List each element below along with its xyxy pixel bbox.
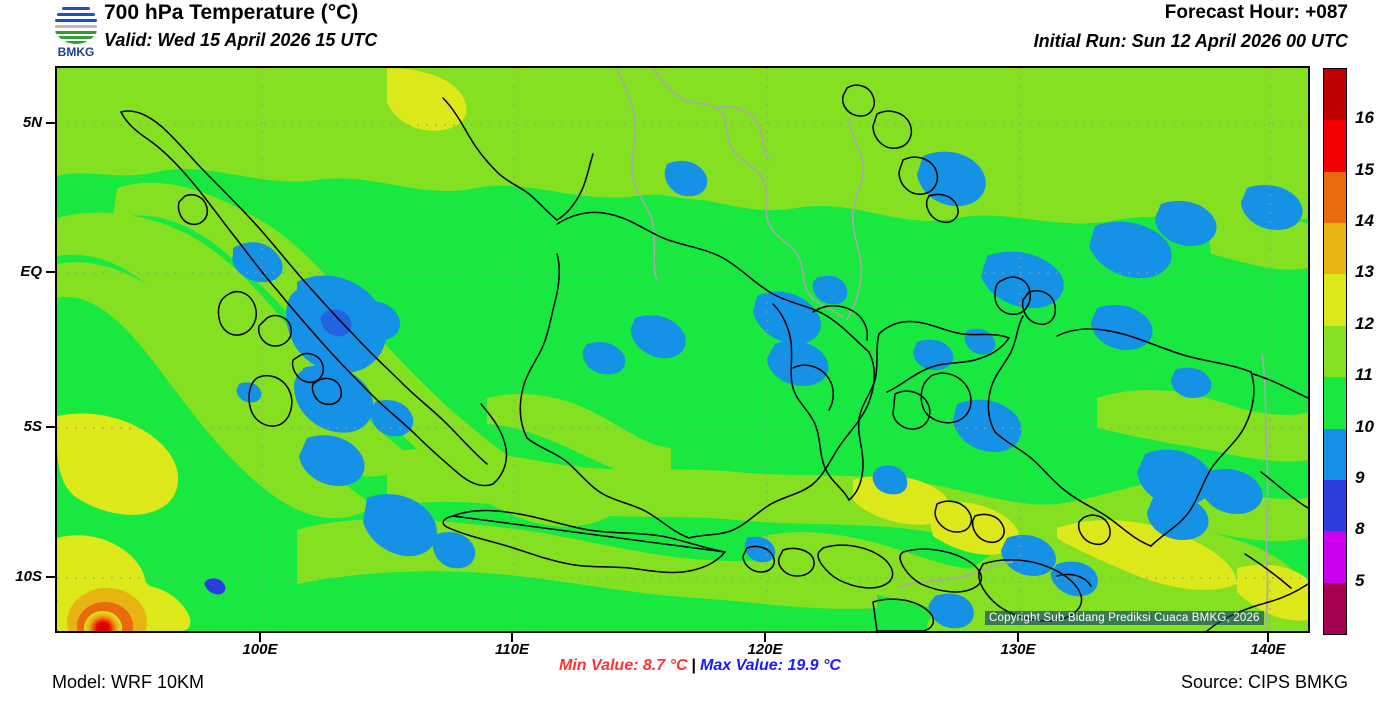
bmkg-logo-icon: BMKG <box>47 2 105 58</box>
min-value-label: Min Value: 8.7 °C <box>559 657 688 674</box>
colorbar-segment <box>1324 223 1346 275</box>
colorbar-tick-label: 9 <box>1355 467 1365 487</box>
source-label: Source: CIPS BMKG <box>1180 672 1348 692</box>
minmax-readout: Min Value: 8.7 °C | Max Value: 19.9 °C <box>0 657 1400 675</box>
lon-label-110e: 110E <box>495 641 529 658</box>
colorbar-tick-label: 10 <box>1355 416 1374 436</box>
colorbar-segment <box>1324 377 1346 429</box>
lon-label-100e: 100E <box>242 641 278 658</box>
colorbar-tick-label: 16 <box>1355 108 1374 128</box>
minmax-separator: | <box>691 657 696 674</box>
colorbar-tick-label: 13 <box>1355 262 1374 282</box>
lat-tick-eq <box>46 271 55 273</box>
logo-label: BMKG <box>57 45 95 59</box>
colorbar-segment <box>1324 582 1346 634</box>
lat-label-5s: 5S <box>23 418 42 435</box>
copyright-watermark: Copyright Sub Bidang Prediksi Cuaca BMKG… <box>985 611 1264 625</box>
valid-time-label: Valid: Wed 15 April 2026 15 UTC <box>104 30 378 50</box>
header-bar: BMKG 700 hPa Temperature (°C) Valid: Wed… <box>0 0 1400 60</box>
initial-run-label: Initial Run: Sun 12 April 2026 00 UTC <box>1033 31 1348 51</box>
forecast-map[interactable] <box>55 66 1310 633</box>
colorbar-tick-label: 12 <box>1355 313 1374 333</box>
colorbar[interactable] <box>1323 68 1347 635</box>
lat-tick-5s <box>46 426 55 428</box>
lon-tick-110e <box>511 633 513 642</box>
colorbar-segment <box>1324 274 1346 326</box>
lon-tick-130e <box>1017 633 1019 642</box>
lon-label-130e: 130E <box>1000 641 1036 658</box>
colorbar-segment <box>1324 428 1346 480</box>
colorbar-tick-label: 15 <box>1355 159 1374 179</box>
forecast-hour-label: Forecast Hour: +087 <box>1164 2 1348 23</box>
colorbar-segment <box>1324 171 1346 224</box>
lat-label-10s: 10S <box>15 568 42 585</box>
lon-label-140e: 140E <box>1250 641 1286 658</box>
page-title: 700 hPa Temperature (°C) <box>104 1 359 24</box>
colorbar-tick-label: 8 <box>1355 519 1365 539</box>
colorbar-segment <box>1324 120 1346 172</box>
max-value-label: Max Value: 19.9 °C <box>700 657 841 674</box>
colorbar-tick-label: 14 <box>1355 211 1374 231</box>
lon-tick-140e <box>1267 633 1269 642</box>
lat-label-5n: 5N <box>22 114 42 131</box>
colorbar-segment <box>1324 69 1346 121</box>
colorbar-tick-label: 5 <box>1355 570 1365 590</box>
lon-tick-100e <box>259 633 261 642</box>
lon-label-120e: 120E <box>747 641 783 658</box>
lon-tick-120e <box>764 633 766 642</box>
lat-label-eq: EQ <box>20 263 42 280</box>
model-label: Model: WRF 10KM <box>52 672 205 692</box>
lat-tick-5n <box>46 122 55 124</box>
logo-disc <box>53 2 99 44</box>
temperature-field <box>57 68 1308 631</box>
colorbar-tick-label: 11 <box>1355 365 1373 385</box>
lat-tick-10s <box>46 576 55 578</box>
colorbar-segment <box>1324 479 1346 532</box>
colorbar-segment <box>1324 325 1346 378</box>
colorbar-segment <box>1324 531 1346 583</box>
